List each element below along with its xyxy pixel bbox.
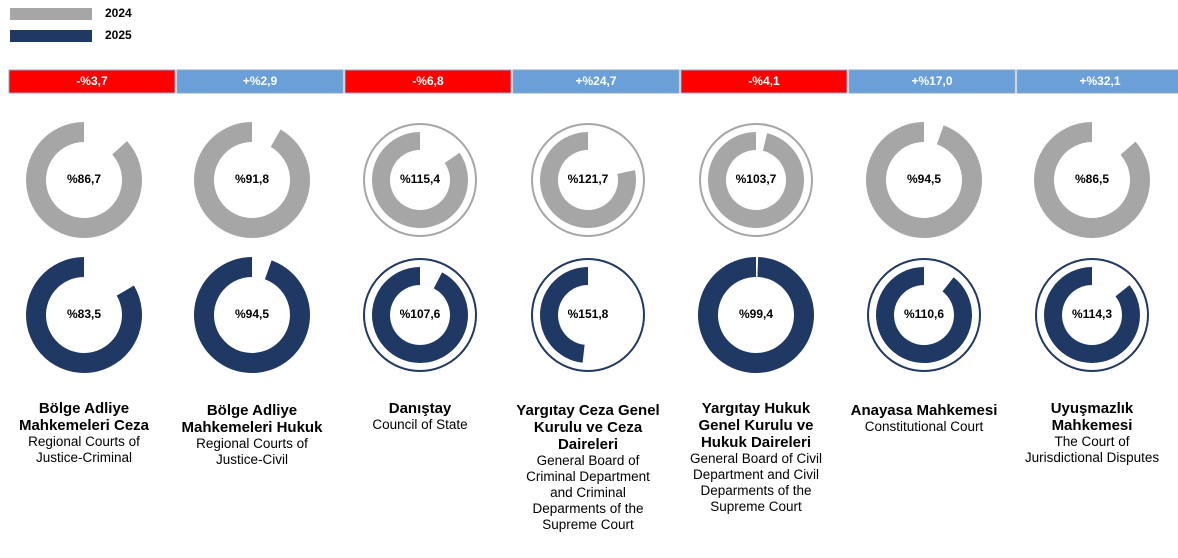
court-caption: Bölge Adliye Mahkemeleri Hukuk Regional C… <box>177 402 327 468</box>
change-bar <box>512 69 680 94</box>
court-name: Bölge Adliye Mahkemeleri Hukuk <box>181 402 323 436</box>
donut-label: %91,8 <box>235 172 269 186</box>
change-bar <box>8 69 176 94</box>
donut-arc <box>540 132 636 228</box>
change-bar <box>344 69 512 94</box>
court-name-en: Council of State <box>372 417 468 432</box>
court-caption: Yargıtay Ceza Genel Kurulu ve Ceza Daire… <box>513 402 663 533</box>
court-caption: Yargıtay Hukuk Genel Kurulu ve Hukuk Dai… <box>681 400 831 515</box>
donut-label: %115,4 <box>400 172 440 186</box>
change-label: -%3,7 <box>76 74 108 88</box>
donut-label: %110,6 <box>904 307 944 321</box>
court-caption: Danıştay Council of State <box>345 400 495 433</box>
court-caption: Anayasa Mahkemesi Constitutional Court <box>849 402 999 435</box>
change-bar <box>680 69 848 94</box>
change-label: +%32,1 <box>1079 74 1120 88</box>
court-name: Uyuşmazlık Mahkemesi <box>1050 400 1134 434</box>
donut-arc <box>1034 122 1150 238</box>
donut-arc <box>876 267 973 364</box>
donut-label: %121,7 <box>568 172 609 186</box>
donut-arc <box>698 257 815 374</box>
donut-label: %94,5 <box>907 172 941 186</box>
donut-label: %86,7 <box>67 172 101 186</box>
court-name-en: The Court of Jurisdictional Disputes <box>1024 434 1160 465</box>
court-name: Danıştay <box>388 400 452 417</box>
legend-label: 2025 <box>105 28 132 42</box>
donut-arc <box>25 122 143 238</box>
donut-label: %151,8 <box>568 307 609 321</box>
donut-arc <box>540 267 588 363</box>
donut-arc <box>1044 267 1141 363</box>
donut-arc <box>194 122 310 238</box>
donut-arc <box>372 132 468 228</box>
donut-label: %99,4 <box>739 307 773 321</box>
donut-arc <box>708 132 805 229</box>
donut-label: %83,5 <box>67 307 101 321</box>
court-name-en: Regional Courts of Justice-Civil <box>196 436 308 467</box>
change-bar <box>848 69 1016 94</box>
court-caption: Bölge Adliye Mahkemeleri Ceza Regional Co… <box>9 400 159 466</box>
legend-swatch <box>10 8 92 20</box>
court-caption: Uyuşmazlık Mahkemesi The Court of Jurisdi… <box>1017 400 1167 466</box>
change-label: +%17,0 <box>911 74 952 88</box>
legend-label: 2024 <box>105 6 132 20</box>
court-name-en: Regional Courts of Justice-Criminal <box>28 434 140 465</box>
court-name-en: Constitutional Court <box>864 419 984 434</box>
change-label: +%24,7 <box>575 74 616 88</box>
change-label: -%6,8 <box>412 74 444 88</box>
donut-label: %86,5 <box>1075 172 1109 186</box>
donut-label: %94,5 <box>235 307 269 321</box>
court-name: Yargıtay Ceza Genel Kurulu ve Ceza Daire… <box>516 402 660 453</box>
donut-label: %107,6 <box>400 307 441 321</box>
change-bar <box>176 69 344 94</box>
change-label: +%2,9 <box>243 74 278 88</box>
donut-arc <box>26 257 143 373</box>
legend-swatch <box>10 30 92 42</box>
donut-label: %114,3 <box>1072 307 1112 321</box>
court-name-en: General Board of Civil Department and Ci… <box>689 451 823 514</box>
donut-arc <box>193 257 310 374</box>
court-name-en: General Board of Criminal Department and… <box>526 453 650 532</box>
court-name: Bölge Adliye Mahkemeleri Ceza <box>18 400 150 434</box>
donut-arc <box>372 267 468 364</box>
donut-label: %103,7 <box>736 172 777 186</box>
change-bar <box>1016 69 1178 94</box>
court-name: Yargıtay Hukuk Genel Kurulu ve Hukuk Dai… <box>698 400 814 451</box>
donut-arc <box>865 122 982 238</box>
court-name: Anayasa Mahkemesi <box>850 402 998 419</box>
change-label: -%4,1 <box>748 74 780 88</box>
